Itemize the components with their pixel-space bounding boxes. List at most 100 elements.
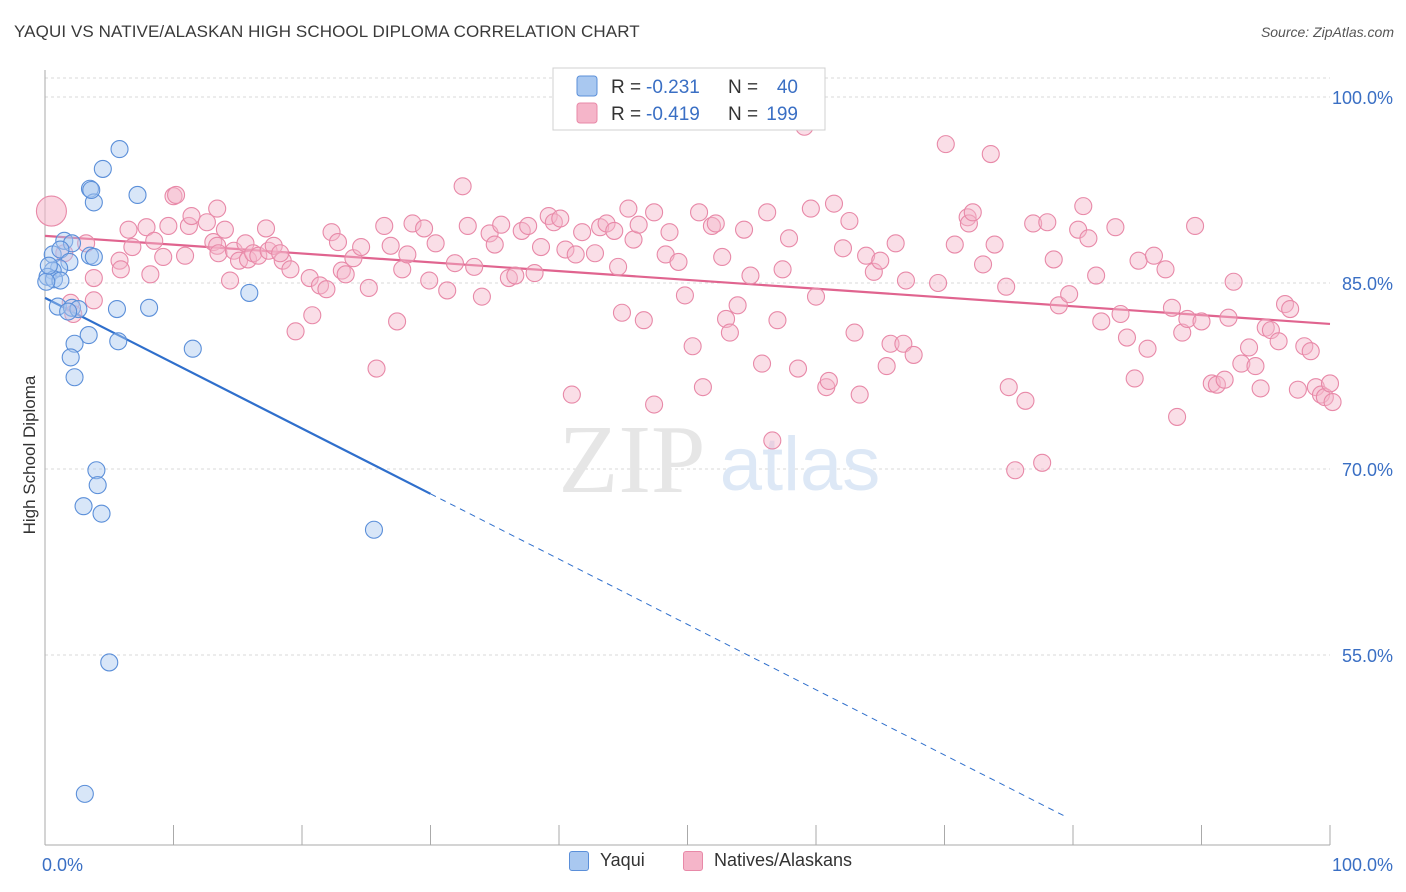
yaqui-point [183, 339, 202, 358]
yaqui-point [61, 348, 80, 367]
natives-point [1301, 342, 1320, 361]
natives-point [426, 234, 445, 253]
natives-point [472, 287, 491, 306]
natives-point [693, 378, 712, 397]
natives-point [999, 378, 1018, 397]
natives-point [137, 218, 156, 237]
yaqui-point [92, 504, 111, 523]
natives-point [359, 278, 378, 298]
natives-point [1038, 213, 1057, 232]
natives-swatch [683, 850, 703, 871]
natives-point [706, 214, 725, 233]
natives-point [453, 177, 472, 196]
yaqui-point [240, 283, 259, 302]
data-points [35, 117, 1342, 803]
natives-point [367, 359, 386, 378]
legend-label-yaqui: Yaqui [600, 850, 645, 870]
y-tick-label: 100.0% [1332, 88, 1393, 108]
natives-point [1106, 218, 1125, 237]
natives-point [734, 220, 754, 239]
natives-point [1162, 298, 1181, 317]
y-axis-label: High School Diploma [20, 375, 39, 534]
natives-point [845, 323, 864, 342]
watermark-atlas: atlas [720, 422, 881, 507]
natives-point [1044, 250, 1063, 269]
natives-point [963, 203, 982, 222]
natives-point [958, 208, 977, 227]
correlation-legend: R = -0.231 N = 40 R = -0.419 N = 199 [552, 67, 826, 131]
natives-point [259, 241, 278, 260]
yaqui-trend-line [44, 296, 431, 495]
natives-point [819, 371, 838, 391]
natives-point [506, 266, 525, 285]
legend-n-value: 40 [777, 77, 798, 98]
natives-point [303, 306, 322, 325]
natives-point [896, 271, 916, 290]
natives-point [1033, 453, 1052, 472]
natives-point [1060, 285, 1079, 304]
yaqui-point [79, 326, 98, 345]
natives-point [159, 216, 178, 236]
natives-point [573, 223, 592, 242]
natives-point [1178, 309, 1197, 329]
natives-point [973, 255, 993, 274]
yaqui-point [109, 332, 128, 351]
natives-point [801, 199, 820, 218]
natives-point [857, 246, 876, 265]
natives-point [806, 287, 826, 306]
legend-swatch [576, 75, 598, 97]
natives-point [1219, 308, 1238, 327]
natives-point [519, 216, 538, 236]
chart-title: YAQUI VS NATIVE/ALASKAN HIGH SCHOOL DIPL… [14, 22, 640, 41]
natives-point [1049, 296, 1068, 315]
watermark: ZIP atlas [559, 406, 881, 514]
natives-point [660, 223, 679, 242]
natives-point [281, 260, 300, 279]
yaqui-point [87, 461, 106, 480]
natives-point [566, 245, 585, 264]
legend-r-label: R = [611, 77, 641, 98]
natives-point [894, 334, 913, 353]
natives-point [864, 262, 883, 281]
natives-point [1281, 299, 1300, 319]
natives-point [551, 209, 570, 228]
yaqui-point [84, 247, 103, 267]
natives-point [675, 286, 694, 305]
natives-point [562, 385, 581, 404]
natives-point [840, 211, 859, 231]
natives-point [119, 220, 138, 239]
natives-point [167, 185, 186, 205]
y-tick-label: 70.0% [1342, 460, 1393, 480]
natives-point [1186, 216, 1205, 236]
natives-point [1087, 266, 1106, 285]
natives-point [669, 252, 688, 271]
x-tick-label: 100.0% [1332, 855, 1393, 875]
natives-point [84, 268, 103, 288]
natives-point [929, 273, 948, 293]
natives-point [317, 280, 336, 299]
natives-point [959, 214, 978, 233]
natives-point [182, 206, 201, 226]
natives-point [176, 246, 195, 265]
natives-point [716, 309, 736, 329]
natives-point [1256, 318, 1275, 337]
natives-point [123, 237, 142, 257]
natives-point [741, 266, 760, 285]
natives-point [249, 246, 268, 265]
natives-point [209, 244, 228, 263]
yaqui-point [93, 159, 112, 178]
legend-label-natives: Natives/Alaskans [714, 850, 853, 870]
yaqui-point [140, 298, 159, 317]
natives-point [445, 254, 464, 273]
natives-point [1006, 461, 1025, 480]
natives-point [244, 244, 263, 263]
yaqui-point [65, 334, 84, 353]
yaqui-point [100, 653, 119, 672]
legend-r-value: -0.231 [646, 77, 700, 98]
natives-point [585, 244, 605, 263]
source-credit: Source: ZipAtlas.com [1260, 24, 1394, 40]
legend-r-value: -0.419 [646, 104, 700, 125]
y-tick-label: 85.0% [1342, 274, 1393, 294]
natives-point [877, 357, 896, 376]
